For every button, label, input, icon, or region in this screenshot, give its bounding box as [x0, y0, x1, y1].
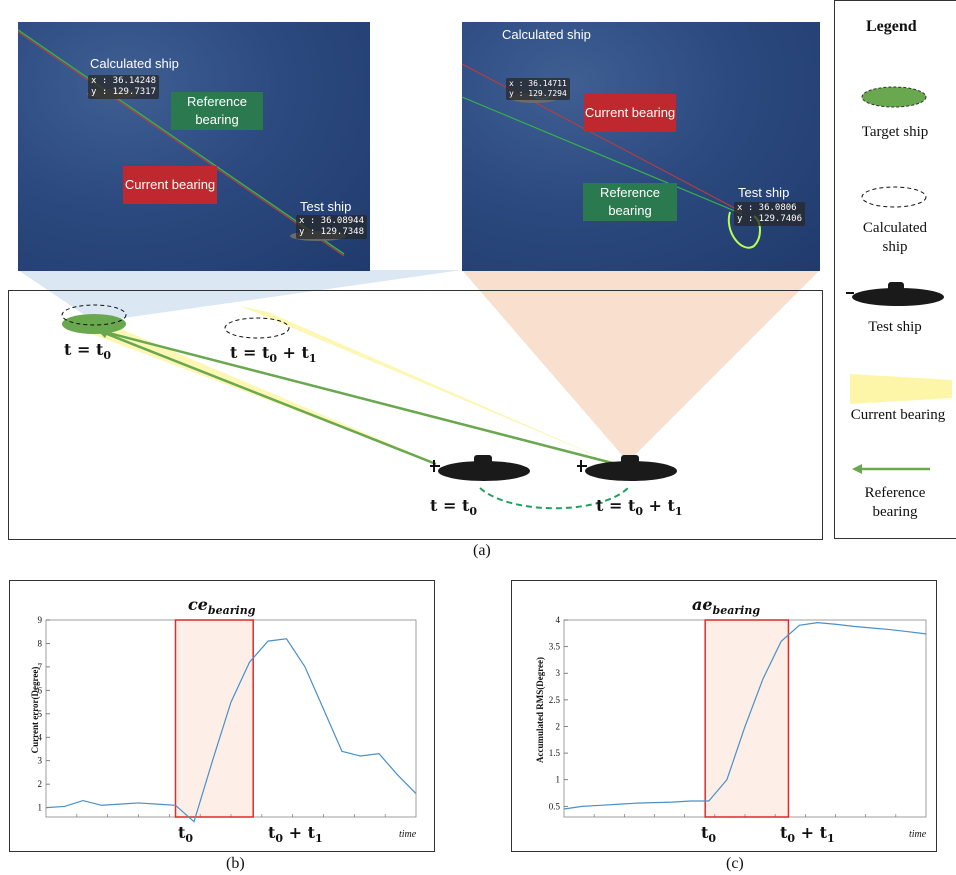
chart-c-ytick-label: 1 — [556, 775, 561, 785]
calculated-ship-t1 — [224, 317, 290, 339]
legend-test-ship-label: Test ship — [868, 319, 922, 335]
chart-b-series-line — [45, 638, 417, 823]
chart-c-highlight — [704, 619, 790, 818]
calculated-time-label: t = t0 + t1 — [230, 343, 317, 366]
chart-c-series-line — [563, 622, 927, 810]
chart-b-highlight — [174, 619, 254, 818]
caption-c: (c) — [726, 855, 744, 872]
legend-current-bearing-symbol — [850, 374, 952, 404]
legend-calculated-ship-label: Calculated ship — [862, 220, 928, 255]
legend-calculated-ship-symbol — [861, 186, 927, 208]
left-simulation-view: Calculated ship x : 36.14248 y : 129.7317… — [18, 22, 370, 271]
chart-b-title: cebearing — [188, 595, 256, 618]
bearing-diagram-frame — [8, 290, 823, 540]
chart-c-t1-marker: t0 + t1 — [780, 823, 835, 846]
test-ship-path — [479, 487, 629, 510]
bearing-diagram — [61, 304, 677, 510]
test-ship-t1 — [577, 455, 677, 481]
chart-b-ytick-label: 9 — [38, 615, 43, 625]
legend-target-ship-symbol — [861, 86, 927, 108]
chart-c-ytick-label: 2 — [556, 721, 561, 731]
caption-b: (b) — [226, 855, 245, 872]
chart-c-ytick-label: 4 — [556, 615, 561, 625]
target-ship — [62, 314, 126, 334]
test-ship-label: Test ship — [300, 199, 352, 214]
chart-b-ytick-label: 1 — [38, 803, 43, 813]
reference-bearing-tag: Reference bearing — [171, 92, 263, 130]
legend-reference-bearing-label: Reference bearing — [864, 485, 926, 520]
current-bearing-line — [18, 31, 345, 257]
calculated-ship-label: Calculated ship — [90, 56, 179, 71]
target-time-label: t = t0 — [64, 340, 111, 363]
legend-symbols — [846, 86, 952, 474]
chart-b-t1-marker: t0 + t1 — [268, 823, 323, 846]
chart-c-ytick-label: 3.5 — [549, 642, 561, 652]
legend-test-ship-symbol — [846, 282, 944, 306]
legend-box — [834, 0, 956, 539]
test-ship-label: Test ship — [738, 185, 790, 200]
current-bearing-tag: Current bearing — [123, 166, 217, 204]
reference-bearing-tag: Reference bearing — [583, 183, 677, 221]
reference-bearing-arrow-2 — [96, 328, 621, 467]
reference-bearing-arrow-1 — [96, 328, 437, 466]
chart-b-t0-marker: t0 — [178, 823, 194, 846]
chart-b-frame — [9, 580, 435, 852]
right-simulation-view: Calculated ship x : 36.14711 y : 129.7294… — [462, 22, 820, 271]
chart-b-ytick-label: 3 — [38, 756, 43, 766]
chart-b-ytick-label: 2 — [38, 779, 43, 789]
chart-b-time-label: time — [399, 829, 417, 840]
calculated-ship-coords: x : 36.14711 y : 129.7294 — [506, 78, 570, 100]
chart-b-ytick-label: 4 — [38, 732, 43, 742]
calculated-ship-coords: x : 36.14248 y : 129.7317 — [88, 75, 160, 99]
caption-a: (a) — [473, 542, 491, 559]
left-zoom-cone — [18, 270, 462, 322]
chart-c-ytick-label: 3 — [556, 668, 561, 678]
chart-c-frame — [511, 580, 937, 852]
right-zoom-cone — [462, 270, 820, 462]
legend-current-bearing-label: Current bearing — [850, 407, 946, 423]
calculated-ship-label: Calculated ship — [502, 27, 591, 42]
reference-bearing-line — [462, 96, 743, 215]
chart-c-ytick-label: 1.5 — [549, 748, 561, 758]
chart-c-ytick-label: 2.5 — [549, 695, 561, 705]
chart-b-ytick-label: 8 — [38, 638, 43, 648]
reference-bearing-line — [18, 29, 345, 255]
chart-c-ytick-label: 0.5 — [549, 801, 561, 811]
current-bearing-tag: Current bearing — [584, 94, 676, 132]
test-ship-t1-time-label: t = t0 + t1 — [596, 496, 683, 519]
test-ship-coords: x : 36.08944 y : 129.7348 — [296, 215, 368, 239]
chart-c-t0-marker: t0 — [701, 823, 717, 846]
legend-title: Legend — [866, 18, 917, 35]
calculated-ship-t0 — [61, 304, 127, 326]
test-ship-t0-time-label: t = t0 — [430, 496, 477, 519]
legend-target-ship-label: Target ship — [861, 124, 929, 140]
test-ship-coords: x : 36.0806 y : 129.7406 — [734, 202, 806, 226]
zoom-projections — [18, 270, 820, 462]
chart-b-ytick-label: 6 — [38, 685, 43, 695]
chart-c-title: aebearing — [692, 595, 761, 618]
current-bearing-cone-2 — [240, 306, 618, 465]
chart-c-time-label: time — [909, 829, 927, 840]
chart-b-ytick-label: 7 — [38, 662, 43, 672]
chart-b-plot: 1 2 3 4 5 6 7 8 9 — [38, 615, 417, 823]
test-ship-t0 — [430, 455, 530, 481]
chart-b-ytick-label: 5 — [38, 709, 43, 719]
